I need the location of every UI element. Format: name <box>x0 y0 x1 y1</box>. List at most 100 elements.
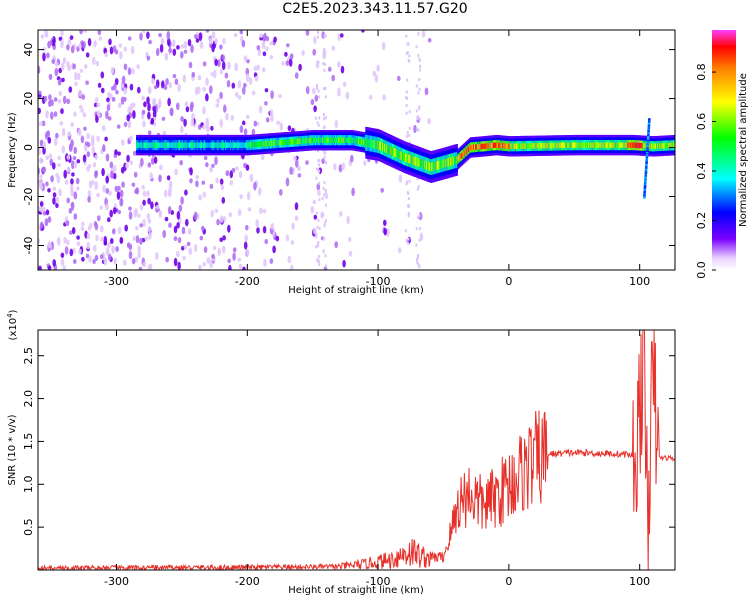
spectrogram-speckle <box>243 82 247 88</box>
bottom-axis-ticks: -300 -200 -100 0 100 0.5 1.0 1.5 2.0 2.5 <box>22 330 675 588</box>
spectrogram-ridge-cell <box>432 162 434 171</box>
spectrogram-streak <box>418 238 421 242</box>
spectrogram-ridge-cell <box>669 142 672 149</box>
spectrogram-ridge-cell <box>355 138 358 144</box>
spectrogram-ridge-cell <box>625 142 628 148</box>
spectrogram-ridge-cell <box>630 142 632 148</box>
spectrogram-speckle <box>42 141 47 149</box>
spectrogram-speckle <box>177 83 181 92</box>
spectrogram-ridge-cell <box>428 162 430 171</box>
spectrogram-streak <box>416 187 419 191</box>
spectrogram-ridge-cell <box>253 141 255 148</box>
spectrogram-burst-cell <box>647 132 650 135</box>
spectrogram-speckle <box>193 243 198 253</box>
spectrogram-burst-cell <box>647 123 651 126</box>
spectrogram-ridge-cell <box>305 138 308 144</box>
spectrogram-streak <box>418 106 421 110</box>
spectrogram-speckle <box>85 52 90 58</box>
spectrogram-speckle <box>286 43 290 48</box>
spectrogram-ridge-cell <box>220 142 223 148</box>
spectrogram-speckle <box>139 223 143 228</box>
spectrogram-burst-cell <box>643 183 647 186</box>
spectrogram-ridge-cell <box>381 142 383 151</box>
spectrogram-speckle <box>176 210 181 220</box>
spectrogram-speckle <box>92 56 96 66</box>
spectrogram-ridge-cell <box>546 142 548 149</box>
spectrogram-ridge-cell <box>248 142 250 148</box>
spectrogram-ridge-cell <box>190 142 193 148</box>
spectrogram-ridge-cell <box>339 137 341 143</box>
spectrogram-burst-cell <box>648 120 651 123</box>
spectrogram-speckle <box>85 80 89 85</box>
spectrogram-speckle <box>57 163 61 167</box>
spectrogram-speckle <box>115 246 119 252</box>
spectrogram-speckle <box>350 154 354 163</box>
spectrogram-speckle <box>42 166 46 173</box>
spectrogram-speckle <box>112 45 117 53</box>
spectrogram-speckle <box>198 194 203 201</box>
spectrogram-speckle <box>123 259 127 266</box>
spectrogram-ridge-cell <box>301 138 303 144</box>
spectrogram-speckle <box>52 192 57 198</box>
spectrogram-ridge-cell <box>450 157 452 166</box>
spectrogram-ridge-cell <box>303 138 306 144</box>
spectrogram-ridge-cell <box>627 142 630 148</box>
spectrogram-ridge-cell <box>352 137 355 144</box>
spectrogram-ridge-cell <box>569 142 571 148</box>
spectrogram-speckle <box>278 94 282 99</box>
spectrogram-streak <box>324 116 327 120</box>
spectrogram-speckle <box>147 111 151 120</box>
spectrogram-ridge-cell <box>559 142 562 149</box>
spectrogram-ridge-cell <box>191 142 194 148</box>
spectrogram-ridge-cell <box>475 144 477 150</box>
spectrogram-speckle <box>62 265 66 270</box>
spectrogram-speckle <box>180 196 184 205</box>
spectrogram-ridge-cell <box>330 137 333 143</box>
spectrogram-speckle <box>313 36 317 45</box>
spectrogram-ridge-cell <box>533 143 536 149</box>
spectrogram-ridge-cell <box>490 142 493 149</box>
spectrogram-ridge-cell <box>592 142 594 148</box>
spectrogram-speckle <box>305 86 310 95</box>
spectrogram-burst-cell <box>646 147 649 150</box>
spectrogram-speckle <box>47 240 52 249</box>
spectrogram-ridge-cell <box>282 139 285 146</box>
spectrogram-ridge-cell <box>242 142 245 148</box>
spectrogram-ridge-cell <box>594 142 596 148</box>
spectrogram-burst-cell <box>643 190 646 193</box>
spectrogram-speckle <box>237 80 242 89</box>
spectrogram-ridge-cell <box>584 142 586 148</box>
spectrogram-ridge-cell <box>638 142 640 149</box>
spectrogram-speckle <box>137 86 141 94</box>
spectrogram-speckle <box>101 125 106 132</box>
spectrogram-ridge-cell <box>466 147 469 153</box>
spectrogram-ridge-cell <box>183 142 185 148</box>
spectrogram-ridge-cell <box>325 137 328 143</box>
spectrogram-ridge-cell <box>406 153 408 163</box>
spectrogram-speckle <box>65 220 70 227</box>
spectrogram-speckle <box>167 37 171 47</box>
spectrogram-speckle <box>342 81 347 88</box>
spectrogram-speckle <box>146 55 151 61</box>
spectrogram-streak <box>405 134 408 138</box>
spectrogram-ridge-cell <box>442 159 445 168</box>
spectrogram-streak <box>415 84 418 88</box>
spectrogram-ridge-cell <box>227 142 229 148</box>
spectrogram-burst-cell <box>644 169 648 172</box>
spectrogram-ridge-cell <box>144 142 147 148</box>
spectrogram-speckle <box>47 216 52 223</box>
spectrogram-speckle <box>116 191 121 200</box>
spectrogram-ridge-cell <box>275 140 277 146</box>
spectrogram-speckle <box>128 211 133 220</box>
spectrogram-speckle <box>147 226 152 233</box>
spectrogram-speckle <box>216 218 220 226</box>
spectrogram-speckle <box>178 204 183 212</box>
spectrogram-speckle <box>53 97 58 102</box>
spectrogram-ridge-cell <box>198 142 201 148</box>
spectrogram-ridge-cell <box>163 142 165 148</box>
spectrogram-streak <box>418 213 421 217</box>
spectrogram-speckle <box>293 155 297 161</box>
spectrogram-speckle <box>62 57 67 64</box>
spectrogram-speckle <box>42 206 46 212</box>
spectrogram-ridge-cell <box>537 143 540 149</box>
